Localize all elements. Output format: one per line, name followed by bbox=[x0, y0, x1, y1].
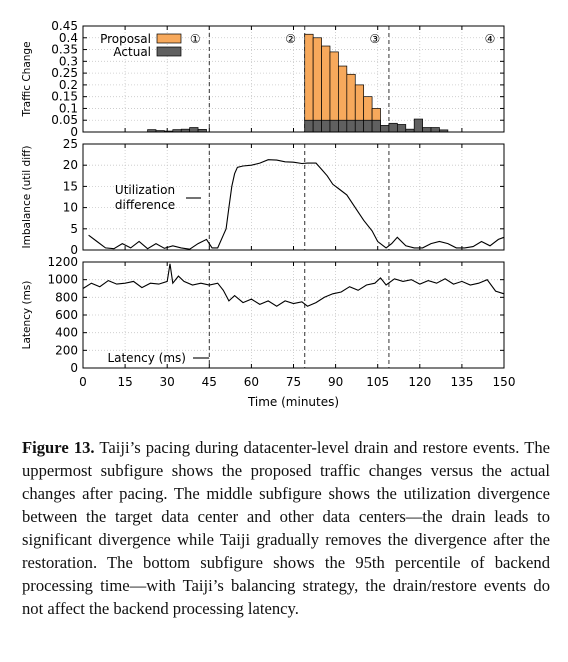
series-line bbox=[82, 263, 505, 307]
actual-bar bbox=[388, 122, 398, 133]
y-tick-label: 0.35 bbox=[51, 43, 78, 57]
x-tick-label: 90 bbox=[328, 375, 343, 389]
phase-label: ① bbox=[190, 32, 201, 46]
actual-bar bbox=[329, 119, 339, 133]
legend-label: Proposal bbox=[100, 32, 151, 46]
x-tick-label: 120 bbox=[408, 375, 431, 389]
x-tick-label: 150 bbox=[493, 375, 516, 389]
phase-label: ② bbox=[285, 32, 296, 46]
plot-frame bbox=[82, 25, 505, 133]
x-tick-label: 45 bbox=[202, 375, 217, 389]
y-tick-label: 10 bbox=[63, 201, 78, 215]
x-tick-label: 60 bbox=[244, 375, 259, 389]
actual-bar bbox=[354, 119, 365, 133]
y-tick-label: 0.45 bbox=[51, 19, 78, 33]
panel-1: 00.050.10.150.20.250.30.350.40.45 ① ② ③ ④ Pro… bbox=[21, 19, 505, 139]
figure-13: 00.050.10.150.20.250.30.350.40.45① ② ③ ④Pro… bbox=[21, 19, 515, 409]
y-tick-label: 0.2 bbox=[59, 78, 78, 92]
plot-frame bbox=[82, 143, 505, 251]
y-tick-label: 400 bbox=[55, 326, 78, 340]
x-tick-label: 105 bbox=[366, 375, 389, 389]
y-tick-label: 0 bbox=[70, 361, 78, 375]
x-axis-label: Time (minutes) bbox=[247, 395, 339, 409]
figure-caption: Figure 13. Taiji’s pacing during datacen… bbox=[22, 436, 550, 620]
y-axis-label: Imbalance (util diff) bbox=[21, 146, 33, 249]
actual-bar bbox=[430, 127, 440, 133]
y-axis-label: Latency (ms) bbox=[21, 281, 33, 350]
actual-bar bbox=[338, 119, 348, 133]
x-tick-label: 135 bbox=[450, 375, 473, 389]
y-tick-label: 800 bbox=[55, 290, 78, 304]
phase-label: ④ bbox=[485, 32, 496, 46]
y-tick-label: 15 bbox=[63, 179, 78, 193]
actual-bar bbox=[380, 125, 390, 133]
legend-swatch-actual bbox=[156, 46, 182, 57]
actual-bar bbox=[396, 124, 407, 133]
proposal-bar bbox=[321, 45, 331, 133]
series-line bbox=[88, 159, 505, 250]
y-axis-label: Traffic Change bbox=[21, 41, 33, 117]
actual-bar bbox=[312, 119, 322, 133]
x-tick-label: 75 bbox=[286, 375, 301, 389]
proposal-bar bbox=[312, 37, 322, 133]
x-tick-label: 0 bbox=[79, 375, 87, 389]
legend-label: Latency (ms) bbox=[107, 351, 186, 365]
y-tick-label: 0.25 bbox=[51, 66, 78, 80]
y-tick-label: 0.1 bbox=[59, 101, 78, 115]
actual-bar bbox=[422, 127, 432, 133]
y-tick-label: 1000 bbox=[47, 273, 78, 287]
y-tick-label: 0 bbox=[70, 125, 78, 139]
y-tick-label: 20 bbox=[63, 158, 78, 172]
legend-label: Actual bbox=[113, 45, 151, 59]
caption-text: Taiji’s pacing during datacenter-level d… bbox=[22, 438, 550, 618]
y-tick-label: 600 bbox=[55, 308, 78, 322]
y-tick-label: 0 bbox=[70, 243, 78, 257]
actual-bar bbox=[371, 119, 381, 133]
y-tick-label: 0.05 bbox=[51, 113, 78, 127]
actual-bar bbox=[363, 119, 373, 133]
plot-frame bbox=[82, 261, 505, 369]
x-tick-label: 30 bbox=[160, 375, 175, 389]
actual-bar bbox=[321, 119, 331, 133]
legend-swatch-proposal bbox=[156, 33, 182, 44]
actual-bar bbox=[189, 127, 199, 133]
proposal-bar bbox=[304, 33, 314, 133]
y-tick-label: 0.3 bbox=[59, 54, 78, 68]
y-tick-label: 1200 bbox=[47, 255, 78, 269]
y-tick-label: 5 bbox=[70, 222, 78, 236]
legend-label: difference bbox=[115, 198, 175, 212]
legend-label: Utilization bbox=[115, 183, 175, 197]
y-tick-label: 200 bbox=[55, 343, 78, 357]
x-tick-label: 15 bbox=[117, 375, 132, 389]
y-tick-label: 0.15 bbox=[51, 90, 78, 104]
y-tick-label: 0.4 bbox=[59, 31, 78, 45]
phase-label: ③ bbox=[370, 32, 381, 46]
actual-bar bbox=[304, 119, 314, 133]
actual-bar bbox=[413, 118, 423, 133]
actual-bar bbox=[346, 119, 356, 133]
y-tick-label: 25 bbox=[63, 137, 78, 151]
caption-label: Figure 13. bbox=[22, 438, 95, 457]
